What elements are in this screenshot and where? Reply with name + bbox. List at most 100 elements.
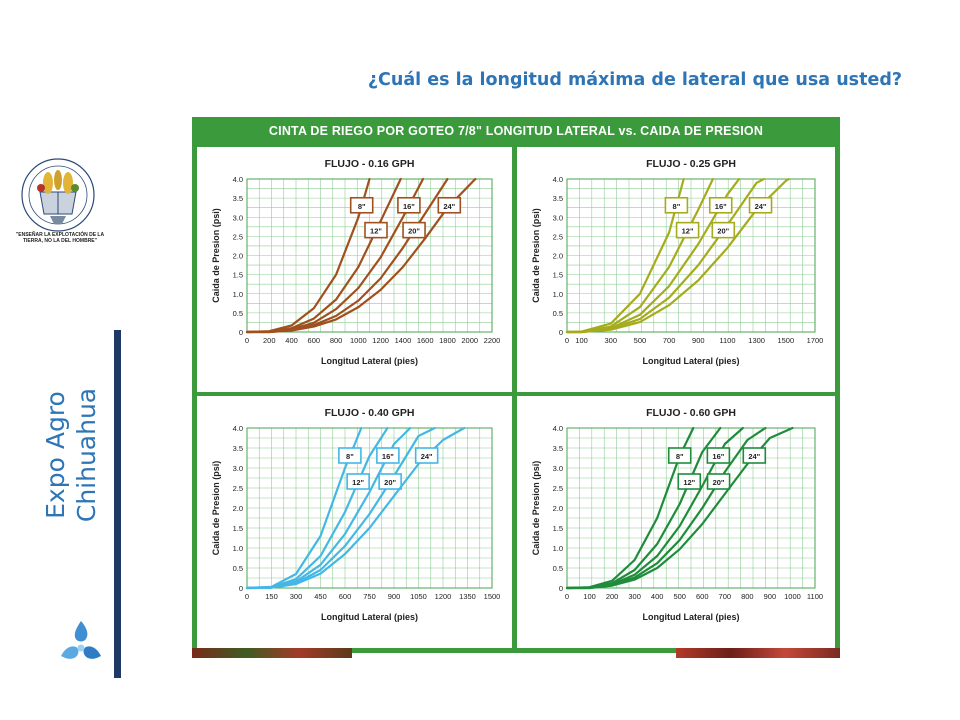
x-tick-label: 1100 [719, 336, 735, 345]
x-tick-label: 1000 [784, 592, 801, 601]
series-label: 20" [408, 227, 420, 236]
series-label-box [742, 447, 767, 464]
photo-strip-left [192, 648, 352, 658]
x-tick-label: 1400 [395, 336, 412, 345]
y-tick-label: 1.5 [553, 271, 563, 280]
y-tick-label: 0 [239, 328, 243, 337]
chart-cell-0-25: FLUJO - 0.25 GPH 0 0.5 1.0 1.5 2.0 2.5 3.0 3.5 4.… [517, 147, 835, 392]
y-tick-label: 1.0 [233, 290, 243, 299]
x-tick-label: 0 [565, 336, 569, 345]
series-line [245, 177, 477, 334]
y-tick-label: 2.0 [553, 504, 563, 513]
series-label-box [706, 447, 731, 464]
series-label: 20" [713, 478, 725, 487]
series-label-box [706, 473, 731, 490]
x-tick-label: 900 [692, 336, 705, 345]
y-axis-label: Caida de Presion (psi) [211, 461, 221, 556]
side-title-line1: Expo Agro [41, 391, 70, 519]
series-label: 8" [346, 452, 354, 461]
series-label-box [667, 447, 692, 464]
x-tick-label: 0 [245, 592, 249, 601]
x-tick-label: 300 [290, 592, 303, 601]
side-divider-bar [114, 330, 121, 678]
y-tick-label: 3.5 [233, 444, 243, 453]
x-axis-label: Longitud Lateral (pies) [321, 612, 418, 622]
y-tick-label: 2.0 [553, 252, 563, 261]
series-label: 20" [384, 478, 396, 487]
x-axis-label: Longitud Lateral (pies) [321, 356, 418, 366]
y-tick-label: 1.5 [553, 524, 563, 533]
y-tick-label: 2.5 [233, 232, 243, 241]
plot-frame [246, 427, 493, 589]
x-tick-label: 400 [285, 336, 298, 345]
series-label-box [349, 196, 374, 214]
series-label: 12" [370, 227, 382, 236]
slide-question: ¿Cuál es la longitud máxima de lateral q… [367, 70, 902, 90]
series-label: 16" [403, 202, 415, 211]
x-tick-label: 450 [314, 592, 327, 601]
y-tick-label: 3.5 [553, 444, 563, 453]
x-tick-label: 150 [265, 592, 278, 601]
x-tick-label: 100 [583, 592, 596, 601]
series-label-box [437, 196, 462, 214]
x-tick-label: 0 [245, 336, 249, 345]
x-tick-label: 100 [575, 336, 588, 345]
x-tick-label: 1700 [807, 336, 824, 345]
x-tick-label: 900 [388, 592, 401, 601]
series-label: 12" [682, 227, 694, 236]
y-tick-label: 0.5 [553, 564, 563, 573]
y-tick-label: 3.0 [553, 464, 563, 473]
x-axis-label: Longitud Lateral (pies) [642, 612, 739, 622]
series-label: 8" [358, 202, 366, 211]
x-tick-label: 0 [565, 592, 569, 601]
y-axis-label: Caida de Presion (psi) [531, 461, 541, 556]
x-tick-label: 200 [606, 592, 619, 601]
chart-cell-0-16: FLUJO - 0.16 GPH 0 0.5 1.0 1.5 2.0 2.5 3.0 3.5 4.… [197, 147, 512, 392]
chart-flujo-0-25: FLUJO - 0.25 GPH 0 0.5 1.0 1.5 2.0 2.5 3.0 3.5 4.… [531, 158, 824, 366]
x-tick-label: 1100 [807, 592, 823, 601]
series-label-box [414, 447, 439, 464]
y-tick-label: 4.0 [553, 424, 563, 433]
x-tick-label: 300 [605, 336, 618, 345]
series-label-box [675, 221, 700, 239]
series-label-box [364, 221, 388, 239]
series-label: 24" [755, 202, 767, 211]
y-tick-label: 2.5 [553, 484, 563, 493]
y-tick-label: 1.5 [233, 271, 243, 280]
y-tick-label: 3.5 [233, 194, 243, 203]
series-label-box [346, 473, 370, 490]
series-label-box [708, 196, 733, 214]
x-tick-label: 1500 [777, 336, 794, 345]
y-tick-label: 2.0 [233, 252, 243, 261]
x-axis-label: Longitud Lateral (pies) [642, 356, 739, 366]
series-label: 8" [673, 202, 681, 211]
series-label-box [376, 447, 400, 464]
series-label: 12" [352, 478, 364, 487]
x-tick-label: 700 [663, 336, 676, 345]
x-tick-label: 1200 [372, 336, 389, 345]
series-label-box [748, 196, 773, 214]
x-tick-label: 1600 [417, 336, 434, 345]
y-tick-label: 1.0 [553, 290, 563, 299]
series-label: 24" [748, 452, 760, 461]
chart-figure-panel: CINTA DE RIEGO POR GOTEO 7/8" LONGITUD L… [192, 117, 840, 653]
series-label-box [378, 473, 402, 490]
y-tick-label: 2.5 [233, 484, 243, 493]
chart-cell-0-60: FLUJO - 0.60 GPH 0 0.5 1.0 1.5 2.0 2.5 3.0 3.5 4.… [517, 396, 835, 648]
chart-title: FLUJO - 0.60 GPH [646, 407, 736, 419]
series-label: 24" [443, 202, 455, 211]
series-label: 12" [683, 478, 695, 487]
y-tick-label: 4.0 [553, 175, 563, 184]
y-tick-label: 4.0 [233, 424, 243, 433]
series-label: 16" [715, 202, 727, 211]
x-tick-label: 1500 [484, 592, 501, 601]
y-tick-label: 2.0 [233, 504, 243, 513]
series-line [565, 177, 790, 334]
x-tick-label: 700 [719, 592, 732, 601]
series-label: 8" [676, 452, 684, 461]
y-tick-label: 3.5 [553, 194, 563, 203]
x-tick-label: 900 [764, 592, 777, 601]
series-label-box [664, 196, 689, 214]
y-tick-label: 1.5 [233, 524, 243, 533]
x-tick-label: 800 [741, 592, 754, 601]
